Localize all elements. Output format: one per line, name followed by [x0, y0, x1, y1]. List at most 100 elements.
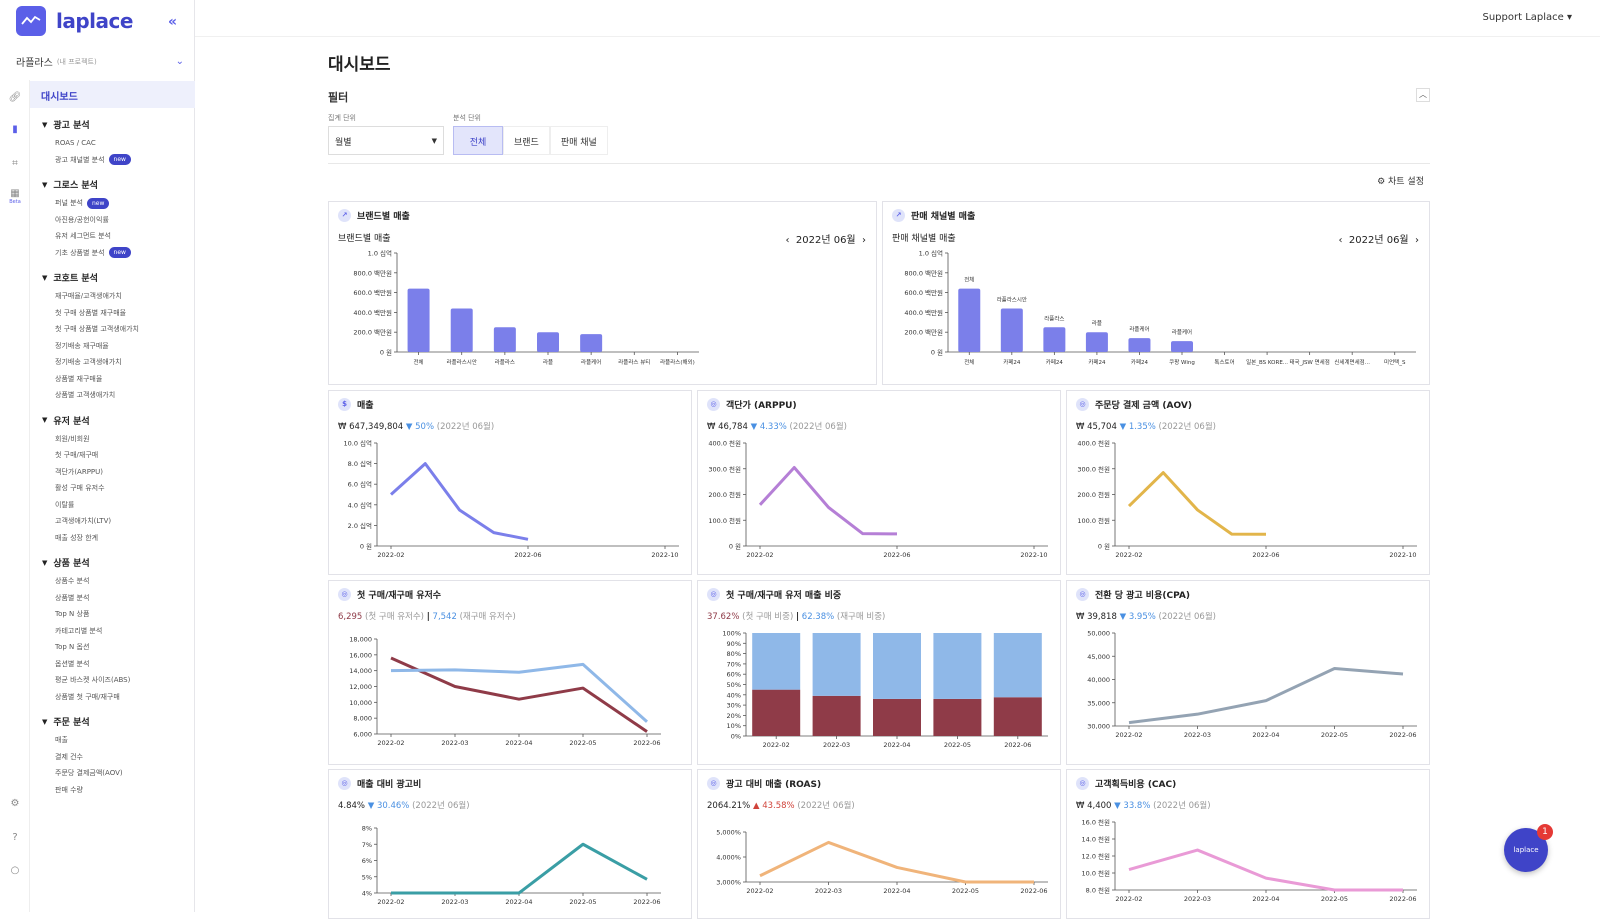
sidebar-item[interactable]: 주문당 결제금액(AOV) [30, 765, 195, 782]
unit-option-brand[interactable]: 브랜드 [503, 126, 550, 155]
sidebar-section-3[interactable]: ▼ 유저 분석 [30, 414, 195, 427]
sidebar-item[interactable]: 판매 수량 [30, 782, 195, 799]
sidebar-section-4[interactable]: ▼ 상품 분석 [30, 556, 195, 570]
section-title: 주문 분석 [53, 718, 90, 728]
trend-icon: ↗ [892, 209, 905, 222]
sidebar-item[interactable]: 상품별 첫 구매/재구매 [30, 689, 195, 706]
sidebar-item[interactable]: ROAS / CAC [30, 135, 195, 152]
sidebar-item[interactable]: 상품별 고객생애가치 [30, 387, 195, 404]
chevron-right-icon[interactable]: › [862, 235, 866, 246]
panel-title: ◎ 매출 대비 광고비 [338, 777, 421, 790]
collapse-sidebar-icon[interactable]: « [168, 14, 178, 30]
chevron-left-icon[interactable]: ‹ [785, 235, 790, 246]
stat-line: ₩ 46,784 ▼ 4.33% (2022년 06월) [707, 420, 847, 432]
sidebar-item[interactable]: 결제 건수 [30, 749, 195, 766]
x-tick-label: 카페24 [1003, 358, 1021, 366]
chat-icon[interactable]: ○ [10, 865, 20, 876]
sidebar-item[interactable]: 상품별 재구매율 [30, 371, 195, 388]
y-tick-label: 12.0 천원 [1082, 852, 1111, 861]
scan-icon[interactable]: ⌗ [12, 158, 18, 169]
x-tick-label: 2022-06 [1389, 895, 1416, 903]
chart-icon[interactable]: ▮ [12, 124, 18, 135]
chat-button[interactable]: laplace [1504, 828, 1548, 872]
project-sub: (내 프로젝트) [56, 57, 97, 66]
sidebar-item[interactable]: 매출 [30, 732, 195, 749]
stat-delta: 30.46% [376, 801, 410, 811]
chat-count-badge: 1 [1537, 824, 1553, 840]
beta-icon[interactable]: ▦ Beta [9, 188, 21, 205]
chevron-up-icon[interactable]: ︿ [1416, 88, 1430, 102]
link-icon[interactable]: 🔗︎ [8, 92, 22, 103]
sidebar-item[interactable]: 활성 구매 유저수 [30, 480, 195, 497]
sidebar-item[interactable]: 상품수 분석 [30, 573, 195, 590]
panel-title-text: 첫 구매/재구매 유저수 [357, 591, 442, 601]
stat-delta: 3.95% [1128, 612, 1156, 622]
sidebar-item[interactable]: 매출 성장 한계 [30, 530, 195, 547]
sidebar-item[interactable]: 카테고리별 분석 [30, 623, 195, 640]
y-tick-label: 300.0 천원 [708, 464, 741, 473]
sidebar-item[interactable]: 재구매율/고객생애가치 [30, 288, 195, 305]
x-tick-label: 2022-06 [514, 551, 541, 559]
x-tick-label: 라플라스 [495, 358, 515, 366]
sidebar-section-0[interactable]: ▼ 광고 분석 [30, 118, 195, 132]
y-tick-label: 30% [727, 702, 741, 710]
help-icon[interactable]: ? [12, 832, 18, 843]
x-tick-label: 태국_JSW 면세점 [1289, 358, 1329, 366]
x-tick-label: 라플 [543, 358, 553, 366]
sidebar-section-2[interactable]: ▼ 코호트 분석 [30, 271, 195, 285]
sidebar-item[interactable]: 첫 구매 상품별 고객생애가치 [30, 321, 195, 338]
sidebar-item-label: Top N 상품 [55, 610, 90, 618]
sidebar-item[interactable]: 회원/비회원 [30, 431, 195, 448]
sidebar-item[interactable]: 정기배송 고객생애가치 [30, 354, 195, 371]
sidebar-section-1[interactable]: ▼ 그로스 분석 [30, 178, 195, 192]
sidebar-item[interactable]: 옵션별 분석 [30, 656, 195, 673]
y-tick-label: 8.0 천원 [1086, 886, 1110, 895]
section-title: 유저 분석 [53, 416, 90, 427]
project-selector[interactable]: 라플라스 (내 프로젝트) ⌄ [16, 54, 184, 69]
sidebar-item[interactable]: 상품별 분석 [30, 590, 195, 607]
bar [580, 334, 603, 352]
gear-icon[interactable]: ⚙ [10, 798, 20, 809]
chevron-right-icon[interactable]: › [1415, 235, 1419, 246]
sidebar-section-5[interactable]: ▼ 주문 분석 [30, 715, 195, 729]
sidebar-item[interactable]: 고객생애가치(LTV) [30, 513, 195, 530]
sidebar-item[interactable]: 객단가(ARPPU) [30, 464, 195, 481]
panel-title: $ 매출 [338, 398, 374, 411]
sidebar-item[interactable]: 정기배송 재구매율 [30, 338, 195, 355]
sidebar-item[interactable]: 첫 구매/재구매 [30, 447, 195, 464]
sidebar-item[interactable]: Top N 옵션 [30, 639, 195, 656]
sidebar-item[interactable]: 평균 바스켓 사이즈(ABS) [30, 672, 195, 689]
separator: | [426, 612, 430, 622]
sidebar-item[interactable]: Top N 상품 [30, 606, 195, 623]
agg-filter: 집계 단위 월별 ▼ [328, 113, 444, 155]
sidebar-item[interactable]: 이탈률 [30, 497, 195, 514]
y-tick-label: 45,000 [1087, 653, 1110, 661]
agg-select[interactable]: 월별 ▼ [328, 126, 444, 155]
y-tick-label: 60% [727, 671, 741, 679]
stat-value: ₩ 46,784 [707, 422, 748, 432]
sidebar-item[interactable]: 퍼널 분석 new [30, 195, 195, 212]
sidebar-item-label: 유저 세그먼트 분석 [55, 232, 111, 240]
stat-value: 4.84% [338, 801, 366, 811]
sidebar-item[interactable]: 기초 상품별 분석 new [30, 245, 195, 262]
support-menu[interactable]: Support Laplace ▾ [1482, 12, 1572, 23]
stat-repeat-label: (재구매 비중) [836, 612, 886, 622]
sidebar-item[interactable]: 아진용/공헌이익률 [30, 212, 195, 229]
sidebar-item-dashboard[interactable]: 대시보드 [30, 81, 195, 108]
panel-share: ◎ 첫 구매/재구매 유저 매출 비중 37.62% (첫 구매 비중) | 62… [697, 580, 1061, 765]
chart-settings-button[interactable]: ⚙ 차트 설정 [1377, 174, 1424, 187]
sidebar-item[interactable]: 첫 구매 상품별 재구매율 [30, 305, 195, 322]
logo[interactable]: laplace [16, 6, 133, 36]
x-tick-label: 2022-03 [441, 898, 468, 906]
x-tick-label: 2022-10 [1020, 551, 1047, 559]
main-content: 대시보드 필터 ︿ 집계 단위 월별 ▼ 분석 단위 전체 브랜드 판매 채널 ⚙… [328, 50, 1430, 187]
x-tick-label: 2022-06 [1389, 731, 1416, 739]
unit-option-channel[interactable]: 판매 채널 [549, 126, 608, 155]
unit-option-all[interactable]: 전체 [453, 126, 503, 155]
sidebar-item[interactable]: 유저 세그먼트 분석 [30, 228, 195, 245]
chevron-left-icon[interactable]: ‹ [1338, 235, 1343, 246]
sidebar-item-label: 옵션별 분석 [55, 659, 90, 668]
panel-cpa: ◎ 전환 당 광고 비용(CPA) ₩ 39,818 ▼ 3.95% (2022년… [1066, 580, 1430, 765]
sidebar-item-label: 고객생애가치(LTV) [55, 517, 112, 525]
sidebar-item[interactable]: 광고 채널별 분석 new [30, 152, 195, 169]
